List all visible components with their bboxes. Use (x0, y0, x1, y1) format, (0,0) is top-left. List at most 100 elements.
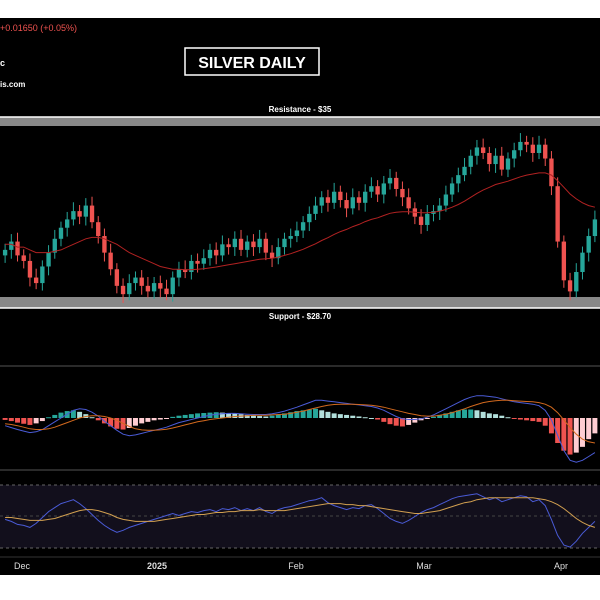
candle-body (33, 277, 39, 284)
macd-histogram-bar (579, 418, 585, 447)
candle-body (176, 269, 182, 278)
macd-histogram-bar (151, 418, 157, 421)
resistance-label: Resistance - $35 (269, 105, 332, 114)
candle-body (487, 152, 492, 165)
macd-histogram-bar (226, 413, 232, 418)
macd-histogram-bar (39, 418, 45, 422)
macd-histogram-bar (493, 414, 499, 418)
macd-histogram-bar (455, 410, 461, 418)
candle-body (363, 191, 368, 203)
macd-histogram-bar (368, 418, 374, 419)
candle-body (40, 266, 45, 284)
macd-histogram-bar (399, 418, 405, 427)
macd-histogram-bar (269, 415, 275, 418)
x-label-2025: 2025 (147, 561, 167, 571)
candle-body (207, 249, 213, 259)
candle-body (307, 213, 312, 223)
candle-body (325, 197, 331, 203)
macd-histogram-bar (232, 413, 238, 418)
candle-body (269, 252, 275, 259)
macd-histogram-group (2, 408, 598, 455)
chart-background (0, 18, 600, 575)
candle-body (77, 211, 82, 217)
price-change-text: +0.01650 (+0.05%) (0, 23, 77, 33)
candle-body (555, 186, 560, 242)
candle-body (21, 255, 26, 261)
macd-histogram-bar (306, 409, 312, 418)
candle-body (96, 222, 101, 237)
candle-body (263, 238, 269, 253)
candle-body (58, 227, 64, 239)
candle-body (381, 183, 386, 195)
macd-histogram-bar (449, 411, 455, 418)
candle-body (170, 277, 175, 295)
macd-line (4, 395, 596, 463)
candle-body (518, 141, 523, 151)
chart-area: +0.01650 (+0.05%) c is.com SILVER DAILY … (0, 18, 600, 575)
macd-histogram-bar (325, 411, 331, 418)
candle-body (288, 236, 293, 239)
macd-histogram-bar (555, 418, 561, 443)
macd-histogram-bar (132, 418, 138, 426)
candle-body (338, 191, 343, 201)
candle-body (387, 177, 393, 184)
macd-histogram-bar (468, 409, 474, 418)
macd-histogram-bar (430, 416, 436, 418)
macd-histogram-bar (275, 414, 281, 418)
candle-body (83, 205, 88, 217)
candle-body (114, 269, 120, 286)
candle-body (226, 244, 231, 248)
macd-histogram-bar (530, 418, 536, 422)
macd-histogram-bar (536, 418, 542, 422)
macd-histogram-bar (170, 416, 176, 418)
macd-histogram-bar (424, 418, 430, 419)
macd-histogram-bar (517, 418, 523, 420)
rsi-ma-line (5, 497, 596, 528)
x-label-apr: Apr (554, 561, 568, 571)
macd-histogram-bar (108, 418, 114, 427)
candle-body (543, 144, 548, 159)
macd-histogram-bar (139, 418, 145, 424)
candle-body (574, 272, 579, 292)
candle-body (400, 188, 405, 198)
macd-histogram-bar (250, 415, 256, 418)
macd-histogram-bar (70, 410, 76, 418)
candle-body (251, 241, 256, 248)
macd-histogram-bar (393, 418, 399, 426)
macd-histogram-bar (288, 412, 294, 418)
macd-histogram-bar (157, 418, 163, 420)
candle-body (201, 258, 206, 264)
macd-histogram-bar (294, 411, 300, 418)
candle-body (369, 186, 374, 192)
macd-histogram-bar (52, 414, 58, 418)
candle-body (580, 252, 585, 273)
candle-body (499, 155, 504, 170)
macd-histogram-bar (126, 418, 132, 428)
candle-body (375, 186, 380, 195)
candle-body (493, 155, 498, 165)
candle-body (394, 177, 399, 189)
macd-histogram-bar (281, 413, 287, 418)
macd-histogram-bar (300, 410, 306, 418)
macd-histogram-bar (524, 418, 530, 421)
candle-body (89, 205, 95, 223)
macd-histogram-bar (586, 418, 592, 440)
macd-histogram-bar (15, 418, 21, 423)
candle-body (145, 285, 151, 292)
macd-histogram-bar (474, 410, 480, 418)
candle-body (65, 219, 70, 228)
candle-body (195, 260, 200, 264)
macd-histogram-bar (412, 418, 418, 423)
candle-body (164, 288, 169, 295)
macd-histogram-bar (437, 414, 443, 418)
candle-body (344, 200, 349, 209)
macd-histogram-bar (46, 417, 52, 419)
candle-body (406, 197, 411, 209)
macd-histogram-bar (505, 417, 511, 419)
candle-body (158, 283, 163, 289)
macd-histogram-bar (375, 418, 381, 420)
macd-histogram-bar (164, 418, 170, 419)
macd-signal-line (5, 399, 595, 444)
macd-histogram-bar (195, 413, 201, 418)
